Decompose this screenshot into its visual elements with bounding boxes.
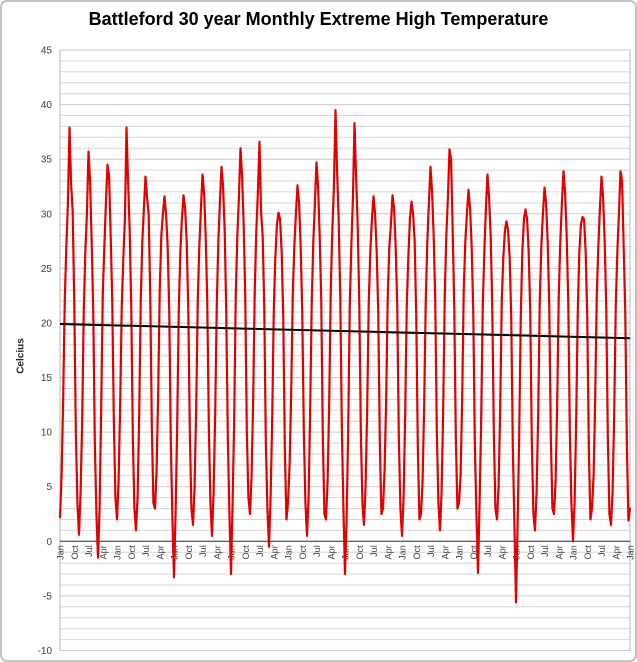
x-tick-label: Apr [497, 545, 507, 559]
x-tick-label: Oct [127, 545, 137, 560]
y-tick-label: 25 [41, 264, 53, 275]
y-tick-label: 45 [41, 46, 53, 57]
x-tick-label: Jan [284, 545, 294, 560]
x-tick-label: Jul [540, 545, 550, 557]
y-tick-label: 5 [46, 482, 52, 493]
y-tick-label: -5 [43, 591, 52, 602]
x-tick-label: Jul [255, 545, 265, 557]
x-tick-label: Apr [155, 545, 165, 559]
y-tick-label: 30 [41, 209, 53, 220]
x-tick-label: Oct [469, 545, 479, 560]
x-tick-label: Oct [70, 545, 80, 560]
x-tick-label: Jul [597, 545, 607, 557]
x-tick-label: Jul [198, 545, 208, 557]
x-tick-label: Oct [184, 545, 194, 560]
x-tick-label: Jul [84, 545, 94, 557]
x-tick-label: Jan [569, 545, 579, 560]
x-tick-label: Jan [56, 545, 66, 560]
x-tick-label: Jan [455, 545, 465, 560]
x-tick-label: Apr [98, 545, 108, 559]
trend-line [59, 323, 631, 340]
y-tick-label: -10 [38, 646, 53, 657]
x-tick-label: Jul [141, 545, 151, 557]
chart-title: Battleford 30 year Monthly Extreme High … [88, 9, 549, 29]
x-tick-label: Apr [269, 545, 279, 559]
x-tick-label: Apr [212, 545, 222, 559]
x-tick-label: Oct [298, 545, 308, 560]
x-tick-label: Oct [355, 545, 365, 560]
x-tick-label: Apr [383, 545, 393, 559]
x-tick-label: Oct [241, 545, 251, 560]
x-tick-label: Jan [113, 545, 123, 560]
x-tick-label: Jul [312, 545, 322, 557]
x-tick-label: Jul [426, 545, 436, 557]
x-tick-label: Jul [483, 545, 493, 557]
y-tick-label: 40 [41, 100, 53, 111]
y-tick-label: 10 [41, 428, 53, 439]
x-tick-label: Jan [398, 545, 408, 560]
y-axis-labels: 45 40 35 30 25 20 15 10 5 0 -5 -10 [38, 46, 53, 658]
x-tick-label: Apr [611, 545, 621, 559]
x-tick-label: Apr [326, 545, 336, 559]
y-tick-label: 35 [41, 155, 53, 166]
x-tick-label: Oct [412, 545, 422, 560]
y-tick-label: 15 [41, 373, 53, 384]
y-tick-label: 20 [41, 319, 53, 330]
x-tick-label: Oct [583, 545, 593, 560]
x-tick-label: Oct [526, 545, 536, 560]
x-tick-label: Apr [554, 545, 564, 559]
x-tick-label: Apr [440, 545, 450, 559]
x-tick-label: Jul [369, 545, 379, 557]
y-tick-label: 0 [46, 537, 52, 548]
x-tick-label: Jan [626, 545, 636, 560]
temperature-series-line [58, 108, 632, 604]
